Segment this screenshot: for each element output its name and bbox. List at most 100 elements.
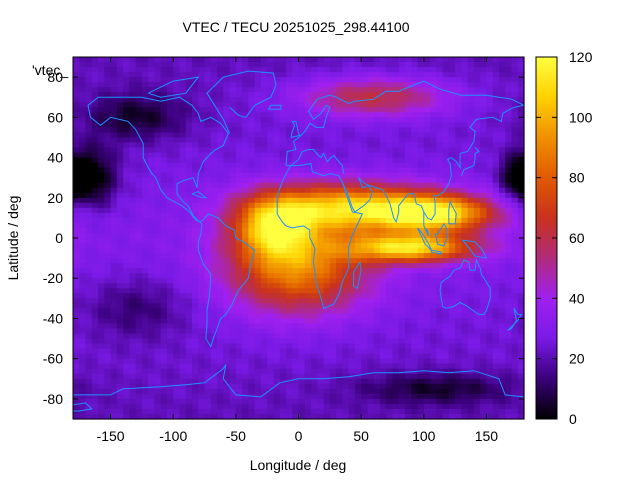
heatmap-cell: [110, 67, 118, 73]
heatmap-cell: [116, 77, 124, 83]
heatmap-cell: [436, 152, 444, 159]
heatmap-cell: [273, 313, 281, 320]
heatmap-cell: [473, 288, 481, 294]
heatmap-cell: [79, 77, 87, 83]
heatmap-cell: [148, 398, 156, 405]
heatmap-cell: [173, 353, 181, 360]
heatmap-cell: [461, 197, 469, 204]
heatmap-cell: [179, 263, 187, 269]
heatmap-cell: [210, 122, 218, 128]
heatmap-cell: [141, 92, 149, 98]
heatmap-cell: [235, 107, 243, 113]
heatmap-cell: [273, 167, 281, 174]
heatmap-cell: [116, 358, 124, 365]
heatmap-cell: [254, 373, 262, 380]
heatmap-cell: [98, 328, 105, 335]
heatmap-cell: [430, 338, 437, 345]
heatmap-cell: [417, 82, 425, 88]
heatmap-cell: [242, 238, 249, 244]
heatmap-cell: [467, 288, 475, 294]
heatmap-cell: [85, 243, 93, 249]
heatmap-cell: [166, 253, 174, 259]
heatmap-cell: [154, 368, 162, 375]
heatmap-cell: [311, 273, 318, 279]
heatmap-cell: [166, 323, 174, 330]
heatmap-cell: [116, 232, 124, 239]
heatmap-cell: [98, 388, 105, 395]
heatmap-cell: [404, 197, 412, 204]
heatmap-cell: [398, 212, 406, 219]
heatmap-cell: [254, 378, 262, 385]
heatmap-cell: [448, 303, 456, 309]
heatmap-cell: [260, 82, 268, 88]
heatmap-cell: [260, 167, 268, 174]
heatmap-cell: [267, 212, 275, 219]
heatmap-cell: [304, 147, 312, 154]
heatmap-cell: [135, 293, 143, 299]
heatmap-cell: [392, 263, 400, 269]
heatmap-cell: [411, 253, 419, 259]
heatmap-cell: [154, 343, 162, 350]
heatmap-cell: [323, 87, 331, 93]
heatmap-cell: [173, 102, 181, 108]
heatmap-cell: [342, 283, 350, 289]
heatmap-cell: [123, 157, 130, 164]
heatmap-cell: [104, 258, 112, 264]
heatmap-cell: [461, 333, 469, 340]
heatmap-cell: [235, 393, 243, 400]
heatmap-cell: [386, 373, 394, 380]
heatmap-cell: [480, 288, 488, 294]
heatmap-cell: [354, 77, 362, 83]
heatmap-cell: [273, 122, 281, 128]
heatmap-cell: [323, 343, 331, 350]
heatmap-cell: [379, 77, 387, 83]
heatmap-cell: [179, 238, 187, 244]
heatmap-cell: [267, 243, 275, 249]
heatmap-cell: [342, 323, 350, 330]
heatmap-cell: [292, 57, 300, 63]
heatmap-cell: [210, 232, 218, 239]
heatmap-cell: [223, 157, 231, 164]
heatmap-cell: [311, 388, 318, 395]
heatmap-cell: [285, 333, 293, 340]
heatmap-cell: [73, 383, 80, 390]
heatmap-cell: [192, 278, 199, 284]
heatmap-cell: [235, 162, 243, 169]
heatmap-cell: [505, 162, 513, 169]
heatmap-cell: [79, 358, 87, 365]
heatmap-cell: [135, 248, 143, 254]
heatmap-cell: [204, 288, 212, 294]
heatmap-cell: [179, 62, 187, 68]
heatmap-cell: [317, 132, 325, 139]
heatmap-cell: [217, 353, 224, 360]
heatmap-cell: [210, 82, 218, 88]
heatmap-cell: [141, 243, 149, 249]
heatmap-cell: [85, 202, 93, 209]
heatmap-cell: [448, 122, 456, 128]
heatmap-cell: [185, 132, 193, 139]
heatmap-cell: [229, 222, 237, 229]
heatmap-cell: [242, 167, 249, 174]
heatmap-cell: [91, 398, 99, 405]
heatmap-cell: [373, 348, 381, 355]
heatmap-cell: [229, 227, 237, 234]
heatmap-cell: [173, 263, 181, 269]
heatmap-cell: [141, 142, 149, 149]
heatmap-cell: [223, 107, 231, 113]
heatmap-cell: [79, 338, 87, 345]
heatmap-cell: [110, 328, 118, 335]
heatmap-cell: [423, 248, 431, 254]
heatmap-cell: [317, 97, 325, 103]
heatmap-cell: [73, 67, 80, 73]
heatmap-cell: [166, 348, 174, 355]
heatmap-cell: [148, 127, 156, 134]
heatmap-cell: [304, 167, 312, 174]
heatmap-cell: [173, 177, 181, 184]
heatmap-cell: [160, 187, 168, 194]
heatmap-cell: [442, 202, 450, 209]
heatmap-cell: [116, 192, 124, 199]
heatmap-cell: [223, 318, 231, 325]
heatmap-cell: [135, 358, 143, 365]
heatmap-cell: [135, 212, 143, 219]
heatmap-cell: [160, 263, 168, 269]
